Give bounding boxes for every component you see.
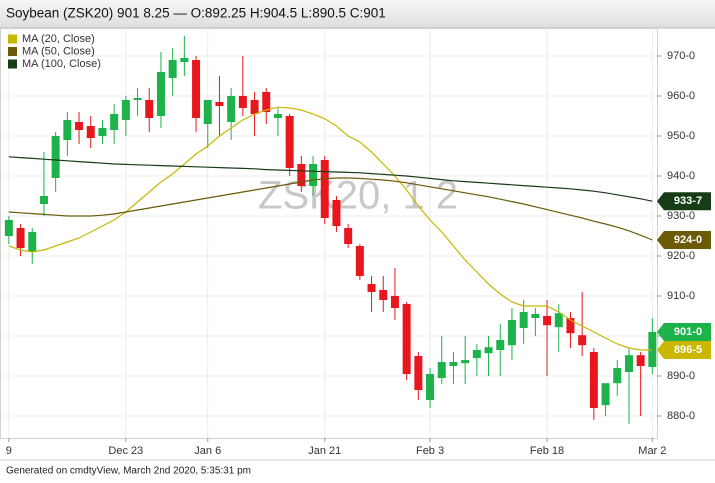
header-bar xyxy=(0,0,715,28)
footer: Generated on cmdtyView, March 2nd 2020, … xyxy=(6,466,251,477)
candle-body xyxy=(449,362,458,366)
candle-body xyxy=(145,100,154,118)
candle-body xyxy=(355,246,364,276)
y-tick-label: 910-0 xyxy=(667,290,695,302)
candle-body xyxy=(414,356,423,390)
candle-body xyxy=(133,98,142,100)
x-tick-label: Jan 6 xyxy=(194,445,221,457)
candle-body xyxy=(39,196,48,204)
candle-body xyxy=(16,228,25,248)
ma-line xyxy=(8,106,653,351)
candle-body xyxy=(578,335,587,346)
legend-label: MA (50, Close) xyxy=(22,45,95,57)
price-badge xyxy=(657,341,711,359)
price-badge xyxy=(657,192,711,211)
price-badge-label: 896-5 xyxy=(674,344,702,356)
y-tick-label: 950-0 xyxy=(667,130,695,142)
candle-body xyxy=(379,290,388,300)
candle-body xyxy=(180,58,189,62)
y-tick-label: 960-0 xyxy=(667,90,695,102)
candle-body xyxy=(262,92,271,112)
x-tick-label: 9 xyxy=(6,445,12,457)
candle-body xyxy=(51,136,60,178)
candle-body xyxy=(344,228,353,244)
price-badge xyxy=(657,231,711,249)
candle-body xyxy=(507,320,516,346)
candle-body xyxy=(589,352,598,408)
legend-swatch xyxy=(8,34,17,44)
legend-swatch xyxy=(8,59,17,69)
candle-body xyxy=(98,128,107,136)
candle-body xyxy=(168,60,177,78)
price-badge-label: 901-0 xyxy=(674,326,702,338)
candle-body xyxy=(285,116,294,168)
x-tick-label: Feb 18 xyxy=(530,445,564,457)
watermark: ZSK20, 1 2 xyxy=(258,174,458,218)
candle-body xyxy=(238,96,247,108)
price-badge xyxy=(657,323,711,341)
x-tick-label: Mar 2 xyxy=(638,445,666,457)
x-tick-label: Dec 23 xyxy=(108,445,143,457)
candle-body xyxy=(156,72,165,116)
candle-body xyxy=(461,360,470,364)
candle-body xyxy=(203,100,212,124)
chart-title: Soybean (ZSK20) 901 8.25 — O:892.25 H:90… xyxy=(6,6,386,21)
plot-layer xyxy=(1,28,657,438)
candle-body xyxy=(648,332,657,367)
candle-body xyxy=(472,350,481,358)
price-badge-label: 933-7 xyxy=(674,195,702,207)
candle-body xyxy=(367,284,376,292)
candle-body xyxy=(63,120,72,140)
y-tick-label: 970-0 xyxy=(667,50,695,62)
candle-body xyxy=(437,362,446,378)
candle-body xyxy=(297,164,306,186)
y-tick-label: 920-0 xyxy=(667,250,695,262)
candle-body xyxy=(110,114,119,130)
candle-body xyxy=(543,316,552,326)
candle-body xyxy=(402,304,411,374)
candle-body xyxy=(4,220,13,236)
candle-body xyxy=(215,102,224,106)
candle-body xyxy=(86,126,95,138)
candle-body xyxy=(273,114,282,118)
candle-body xyxy=(121,100,130,120)
candle-body xyxy=(320,160,329,218)
candle-body xyxy=(192,60,201,118)
candle-body xyxy=(554,313,563,328)
candle-body xyxy=(519,312,528,328)
candle-body xyxy=(624,355,633,372)
legend-swatch xyxy=(8,47,17,56)
y-tick-label: 880-0 xyxy=(667,410,695,422)
candle-body xyxy=(484,347,493,354)
x-tick-label: Feb 3 xyxy=(416,445,444,457)
candle-body xyxy=(28,232,37,252)
x-tick-label: Jan 21 xyxy=(308,445,341,457)
candle-body xyxy=(496,340,505,350)
ma-line xyxy=(8,156,653,202)
candle-body xyxy=(390,296,399,308)
plot-frame xyxy=(0,28,658,439)
legend-label: MA (20, Close) xyxy=(22,33,95,45)
legend-label: MA (100, Close) xyxy=(22,58,101,70)
ma-line xyxy=(8,177,653,241)
candle-body xyxy=(601,383,610,406)
candle-body xyxy=(636,355,645,366)
candle-body xyxy=(309,164,318,186)
price-badge-label: 924-0 xyxy=(674,234,702,246)
y-tick-label: 890-0 xyxy=(667,370,695,382)
y-tick-label: 930-0 xyxy=(667,210,695,222)
candle-body xyxy=(227,96,236,122)
candle-body xyxy=(531,314,540,318)
candle-body xyxy=(250,100,259,114)
candle-body xyxy=(613,368,622,384)
candle-body xyxy=(566,318,575,334)
y-tick-label: 940-0 xyxy=(667,170,695,182)
candle-body xyxy=(75,122,84,130)
candle-body xyxy=(332,200,341,226)
candle-body xyxy=(426,374,435,400)
